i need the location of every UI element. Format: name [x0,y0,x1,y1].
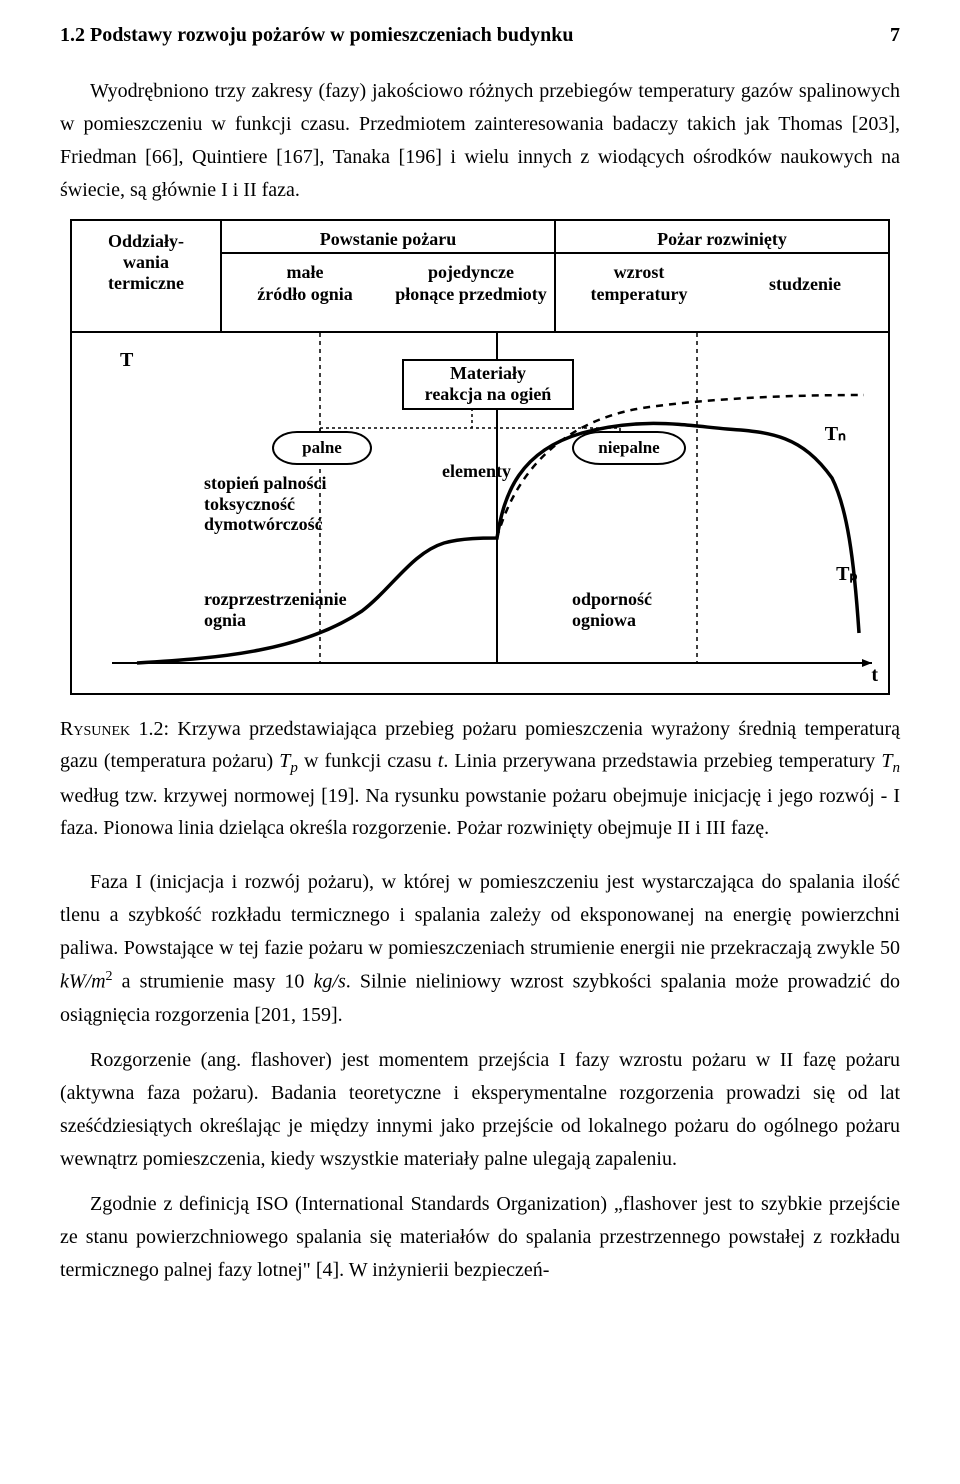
page-number: 7 [890,24,900,47]
p2-unit2: kg/s [314,971,346,993]
stopien-l3: dymotwórczość [204,514,323,534]
stopien-l2: toksyczność [204,494,295,514]
rozp-l2: ognia [204,610,246,630]
fig-col-emergence: Powstanie pożaru małe źródło ognia pojed… [222,221,556,331]
box-materials-l2: reakcja na ogień [425,384,552,404]
caption-d: według tzw. krzywej normowej [19]. Na ry… [60,785,900,839]
figure-1-2: Oddziały- wania termiczne Powstanie poża… [70,219,890,695]
p2-b: a strumienie masy 10 [113,971,314,993]
stopien-l1: stopień palności [204,473,327,493]
p2-a: Faza I (inicjacja i rozwój pożaru), w kt… [60,871,900,959]
paragraph-iso: Zgodnie z definicją ISO (International S… [60,1188,900,1287]
block-odpornosc: odporność ogniowa [572,589,732,630]
phase-emergence-title: Powstanie pożaru [222,221,554,254]
label-Tp: Tₚ [836,563,858,586]
page: 1.2 Podstawy rozwoju pożarów w pomieszcz… [0,0,960,1339]
phase-developed-subs: wzrost temperatury studzenie [556,254,888,331]
box-materials: Materiały reakcja na ogień [402,359,574,410]
label-Tn: Tₙ [825,423,846,446]
running-header: 1.2 Podstawy rozwoju pożarów w pomieszcz… [60,24,900,47]
curve-normative [497,395,864,538]
figure-caption: Rysunek 1.2: Krzywa przedstawiająca prze… [60,713,900,844]
paragraph-flashover: Rozgorzenie (ang. flashover) jest moment… [60,1044,900,1176]
fig-col-thermal-label: Oddziały- wania termiczne [108,231,184,294]
axis-t: t [871,664,878,687]
pill-palne-label: palne [302,438,342,458]
box-materials-l1: Materiały [450,363,526,383]
block-stopien: stopień palności toksyczność dymotwórczo… [204,473,384,535]
sub-cooling: studzenie [722,254,888,331]
sub-small-source: małe źródło ognia [222,254,388,331]
paragraph-phase1: Faza I (inicjacja i rozwój pożaru), w kt… [60,866,900,1032]
sub-temp-rise: wzrost temperatury [556,254,722,331]
odp-l1: odporność [572,589,652,609]
figure-chart-area: T t Tₙ Tₚ Materiały reakcja na ogień pal… [72,333,888,693]
caption-b: w funkcji czasu [298,750,438,772]
figure-header: Oddziały- wania termiczne Powstanie poża… [72,221,888,333]
block-rozprzestrzenianie: rozprzestrzenianie ognia [204,589,404,630]
sub-single-burning: pojedyncze płonące przedmioty [388,254,554,331]
p2-unit1: kW/m [60,971,106,993]
label-elementy: elementy [442,461,511,482]
caption-lead: Rysunek [60,718,130,740]
axis-T: T [120,349,133,372]
pill-palne: palne [272,431,372,465]
fig-col-developed: Pożar rozwinięty wzrost temperatury stud… [556,221,888,331]
p2-sup: 2 [106,969,113,984]
phase-developed-title: Pożar rozwinięty [556,221,888,254]
pill-niepalne-label: niepalne [598,438,659,458]
pill-niepalne: niepalne [572,431,686,465]
caption-num: 1.2: [130,718,177,740]
paragraph-intro: Wyodrębniono trzy zakresy (fazy) jakości… [60,75,900,207]
phase-emergence-subs: małe źródło ognia pojedyncze płonące prz… [222,254,554,331]
fig-col-thermal: Oddziały- wania termiczne [72,221,222,331]
section-title: 1.2 Podstawy rozwoju pożarów w pomieszcz… [60,24,574,47]
rozp-l1: rozprzestrzenianie [204,589,347,609]
odp-l2: ogniowa [572,610,636,630]
caption-c: . Linia przerywana przedstawia przebieg … [443,750,881,772]
